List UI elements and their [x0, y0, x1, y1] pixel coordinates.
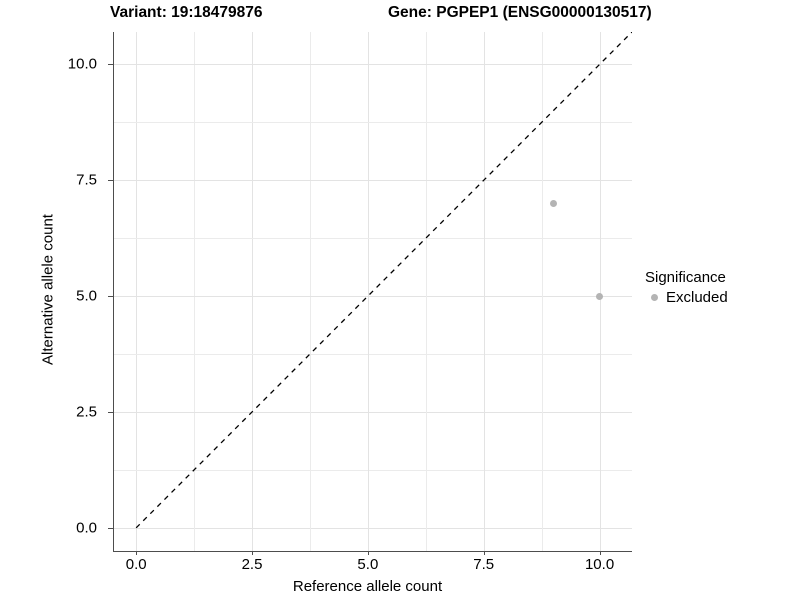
x-axis-line	[113, 551, 632, 552]
y-tick-label: 7.5	[76, 171, 97, 189]
gridline-horizontal	[113, 296, 632, 298]
y-tick	[108, 411, 113, 413]
x-tick	[483, 551, 485, 555]
gridline-vertical	[194, 32, 196, 551]
gene-title: Gene: PGPEP1 (ENSG00000130517)	[388, 4, 652, 21]
gridline-horizontal	[113, 64, 632, 66]
y-tick-label: 5.0	[76, 287, 97, 305]
y-tick-label: 2.5	[76, 403, 97, 421]
x-tick-label: 7.5	[473, 556, 495, 573]
gridline-horizontal	[113, 180, 632, 182]
x-tick	[136, 551, 138, 555]
scatter-point	[549, 199, 557, 207]
gridline-horizontal	[113, 469, 632, 471]
legend-dot-icon	[645, 288, 663, 306]
gridline-horizontal	[113, 238, 632, 240]
legend-item: Excluded	[645, 288, 795, 306]
scatter-point	[596, 292, 604, 300]
y-tick	[108, 180, 113, 182]
y-tick	[108, 296, 113, 298]
y-tick	[108, 64, 113, 66]
x-tick	[252, 551, 254, 555]
y-axis-line	[113, 32, 114, 551]
x-tick-label: 0.0	[125, 556, 147, 573]
gridline-vertical	[599, 32, 601, 551]
gridline-vertical	[136, 32, 138, 551]
legend-item-label: Excluded	[666, 288, 728, 306]
gridline-horizontal	[113, 527, 632, 529]
gridline-vertical	[425, 32, 427, 551]
legend-title: Significance	[645, 269, 726, 286]
x-tick	[599, 551, 601, 555]
gridline-vertical	[483, 32, 485, 551]
identity-reference-line	[135, 32, 632, 529]
y-tick-label: 0.0	[76, 519, 97, 537]
gridline-vertical	[309, 32, 311, 551]
gridline-horizontal	[113, 411, 632, 413]
x-tick-label: 5.0	[357, 556, 379, 573]
y-tick	[108, 527, 113, 529]
x-tick-label: 2.5	[241, 556, 263, 573]
x-tick-label: 10.0	[584, 556, 615, 573]
gridline-vertical	[367, 32, 369, 551]
variant-title: Variant: 19:18479876	[110, 4, 263, 21]
y-tick-label: 10.0	[67, 55, 97, 73]
gridline-vertical	[541, 32, 543, 551]
gridline-horizontal	[113, 122, 632, 124]
x-tick	[367, 551, 369, 555]
legend: Significance Excluded	[645, 268, 795, 306]
gridline-vertical	[252, 32, 254, 551]
x-axis-label: Reference allele count	[292, 578, 443, 595]
gridline-horizontal	[113, 354, 632, 356]
y-axis-label: Alternative allele count	[39, 214, 57, 365]
plot-panel	[113, 32, 632, 551]
legend-entries: Excluded	[645, 288, 795, 306]
